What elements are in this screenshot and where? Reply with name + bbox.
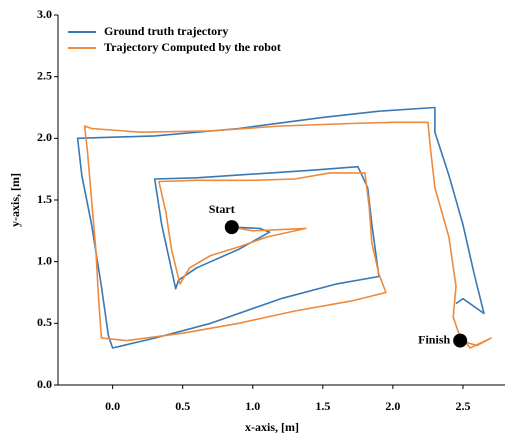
- x-axis-label: x-axis, [m]: [245, 420, 299, 434]
- point-label: Start: [209, 202, 235, 216]
- x-tick-label: 0.0: [105, 399, 120, 413]
- x-tick-label: 0.5: [175, 399, 190, 413]
- y-tick-label: 0.5: [37, 315, 52, 329]
- y-tick-label: 1.5: [37, 192, 52, 206]
- point-label: Finish: [418, 332, 450, 346]
- trajectory-line: [76, 106, 485, 349]
- y-axis-label: y-axis, [m]: [8, 173, 22, 227]
- trajectory-line: [83, 121, 492, 349]
- legend-label: Ground truth trajectory: [104, 24, 228, 38]
- x-tick-label: 1.5: [315, 399, 330, 413]
- y-tick-label: 3.0: [37, 7, 52, 21]
- y-tick-label: 2.0: [37, 130, 52, 144]
- point-marker: [453, 333, 468, 348]
- y-tick-label: 0.0: [37, 377, 52, 391]
- y-tick-label: 1.0: [37, 253, 52, 267]
- x-tick-label: 2.0: [385, 399, 400, 413]
- point-marker: [224, 220, 239, 235]
- y-tick-label: 2.5: [37, 68, 52, 82]
- x-tick-label: 2.5: [455, 399, 470, 413]
- x-tick-label: 1.0: [245, 399, 260, 413]
- legend-label: Trajectory Computed by the robot: [104, 40, 281, 54]
